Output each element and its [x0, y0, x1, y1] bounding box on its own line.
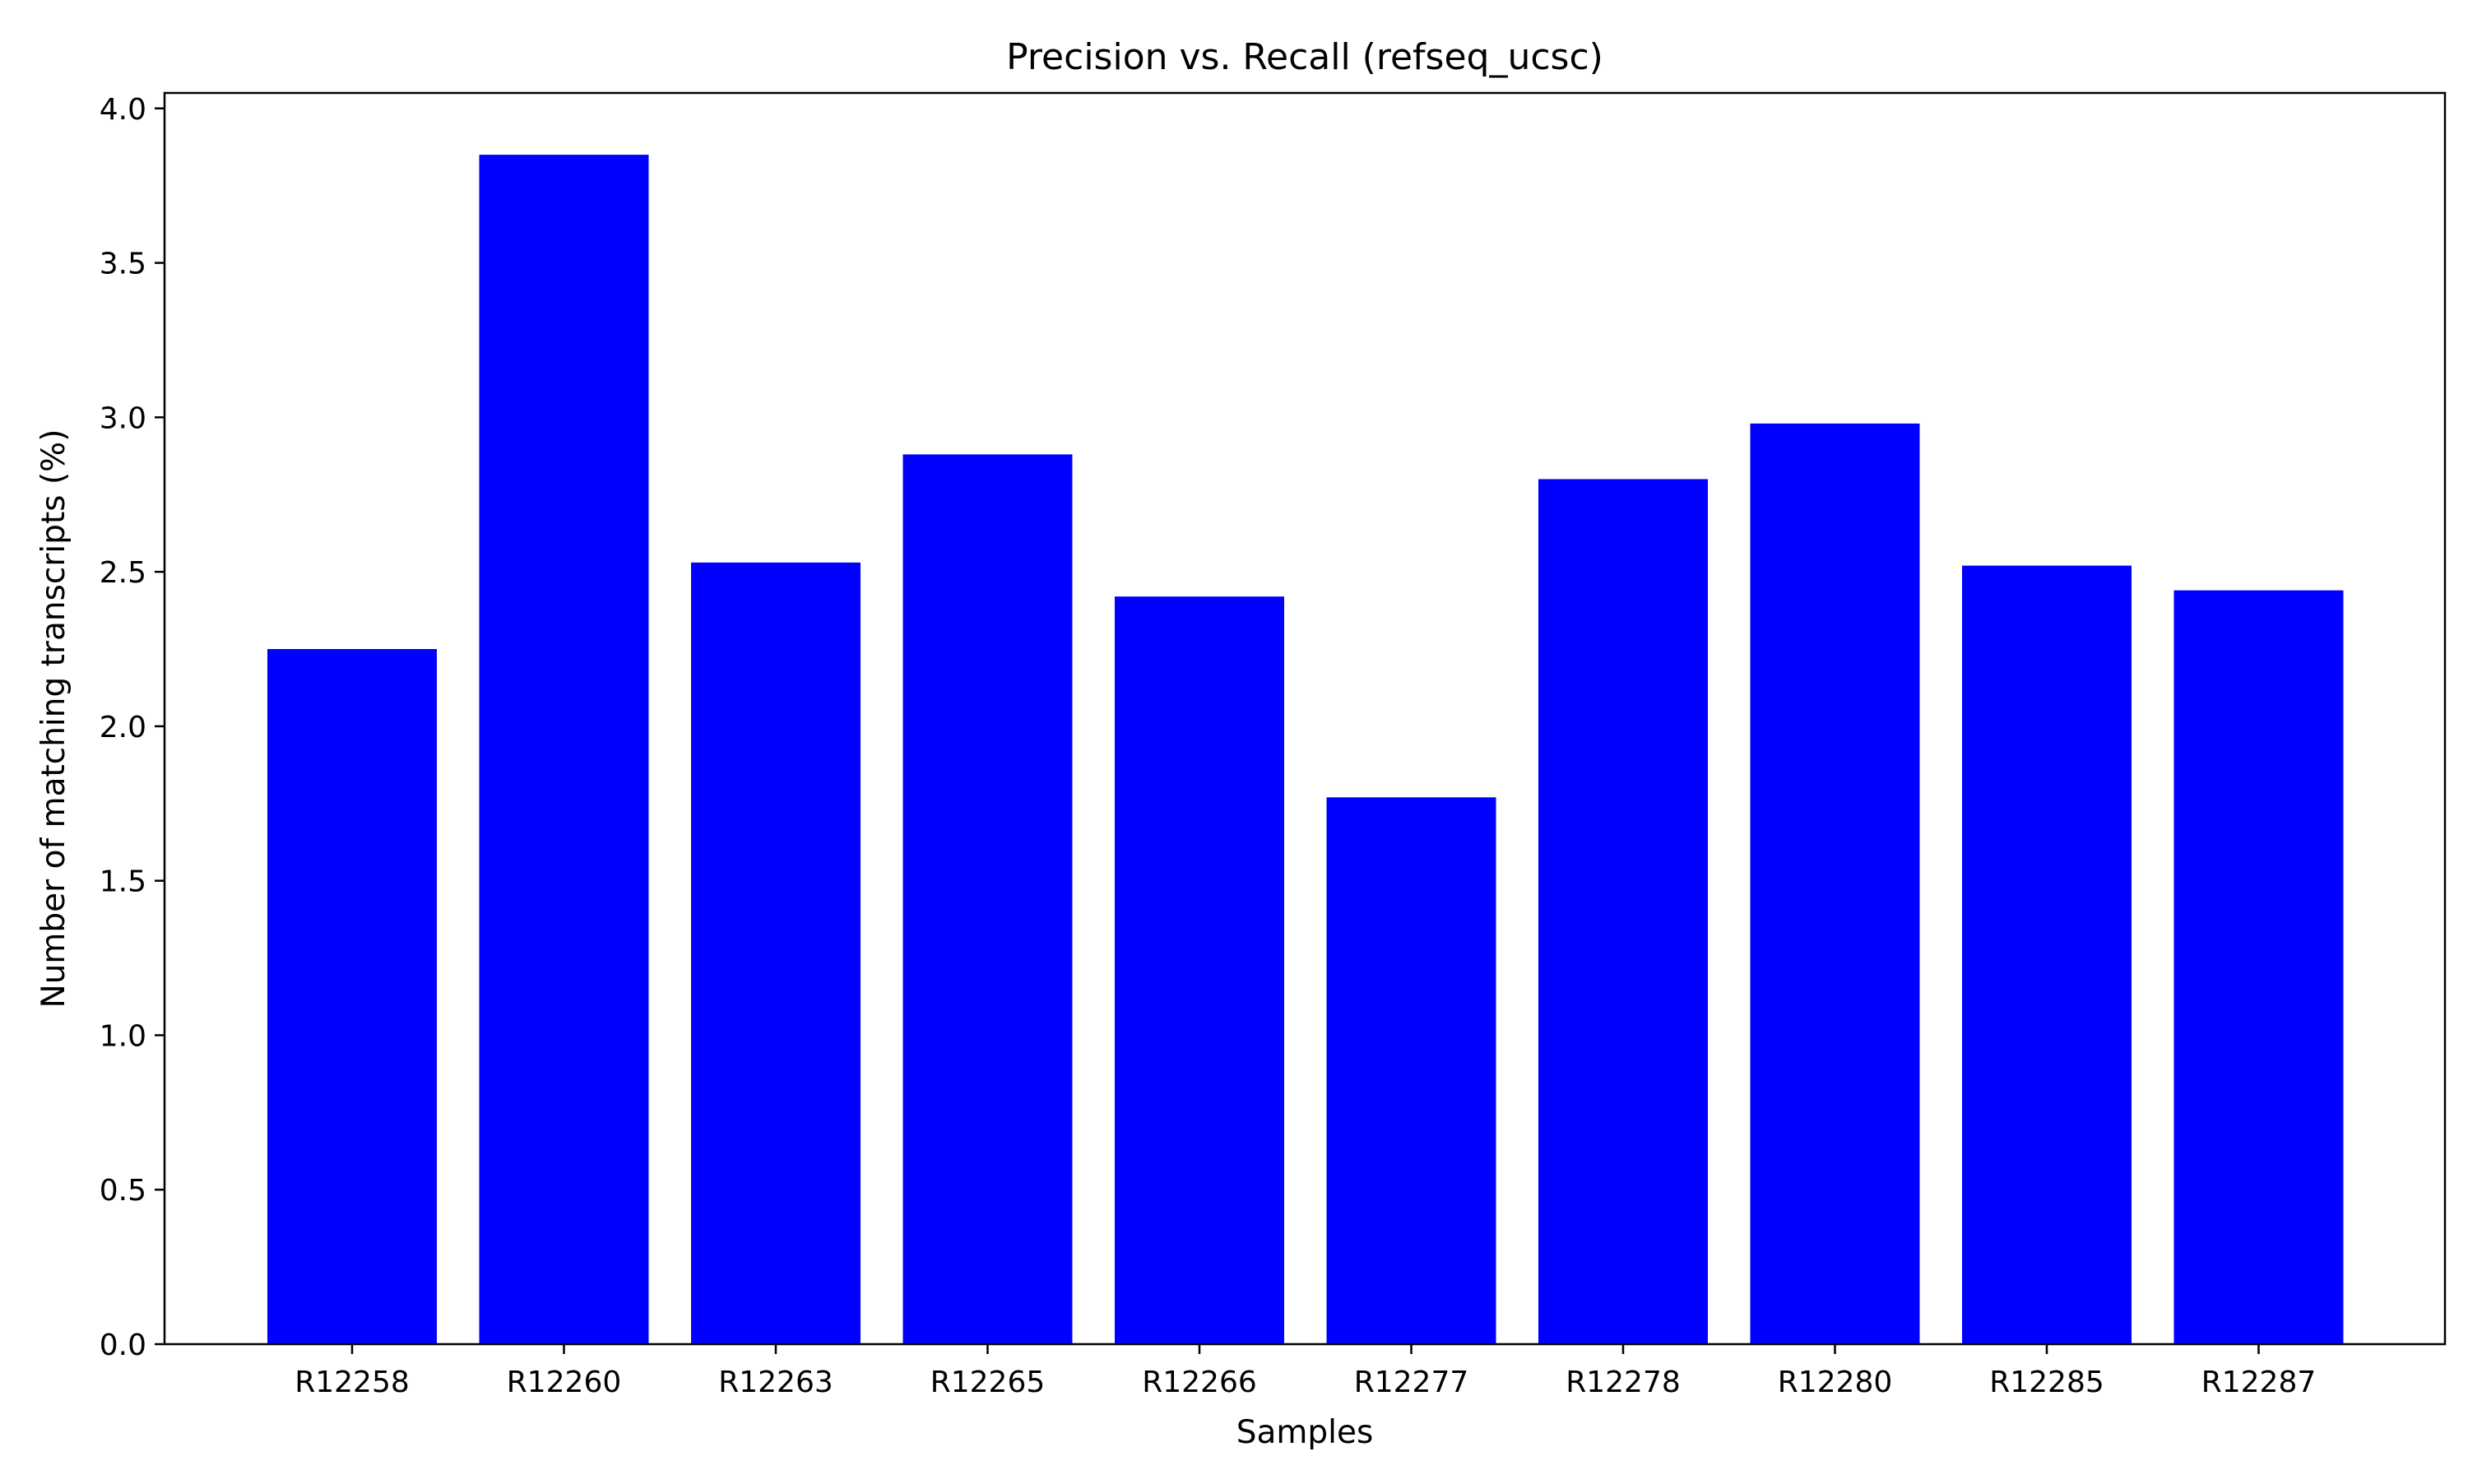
- x-axis-label: Samples: [1236, 1414, 1374, 1451]
- bar-R12280: [1750, 423, 1920, 1344]
- bar-R12285: [1962, 565, 2132, 1344]
- x-tick-label: R12266: [1142, 1366, 1257, 1399]
- x-tick-label: R12265: [930, 1366, 1046, 1399]
- y-tick-label: 3.0: [100, 401, 146, 435]
- y-tick-label: 4.0: [100, 93, 146, 127]
- bar-R12278: [1538, 479, 1708, 1344]
- bar-R12266: [1115, 596, 1284, 1344]
- x-axis: R12258 R12260 R12263 R12265 R12266 R12277 R122…: [295, 1344, 2316, 1399]
- plot-frame: [163, 91, 2447, 1346]
- y-tick-label: 1.0: [100, 1019, 146, 1053]
- bar-R12287: [2173, 590, 2344, 1344]
- x-tick-label: R12280: [1778, 1366, 1893, 1399]
- x-tick-label: R12277: [1354, 1366, 1469, 1399]
- x-tick-label: R12285: [1989, 1366, 2104, 1399]
- x-tick-label: R12263: [718, 1366, 833, 1399]
- x-tick-label: R12260: [507, 1366, 622, 1399]
- x-tick-label: R12287: [2201, 1366, 2317, 1399]
- bar-R12265: [902, 454, 1073, 1344]
- bar-R12260: [479, 155, 649, 1345]
- bar-R12258: [267, 649, 437, 1344]
- chart-title: Precision vs. Recall (refseq_ucsc): [1006, 36, 1603, 78]
- y-axis: 0.0 0.5 1.0 1.5 2.0 2.5 3.0 3.5 4.0: [100, 93, 165, 1362]
- y-tick-label: 0.0: [100, 1329, 146, 1362]
- y-tick-label: 2.0: [100, 711, 146, 744]
- bar-R12263: [691, 562, 861, 1344]
- x-tick-label: R12258: [295, 1366, 410, 1399]
- y-axis-label: Number of matching transcripts (%): [35, 429, 72, 1009]
- y-tick-label: 0.5: [100, 1174, 146, 1208]
- y-tick-label: 1.5: [100, 865, 146, 899]
- y-tick-label: 3.5: [100, 248, 146, 281]
- y-tick-label: 2.5: [100, 556, 146, 590]
- bar-R12277: [1326, 797, 1496, 1344]
- bars: [267, 155, 2344, 1345]
- x-tick-label: R12278: [1566, 1366, 1681, 1399]
